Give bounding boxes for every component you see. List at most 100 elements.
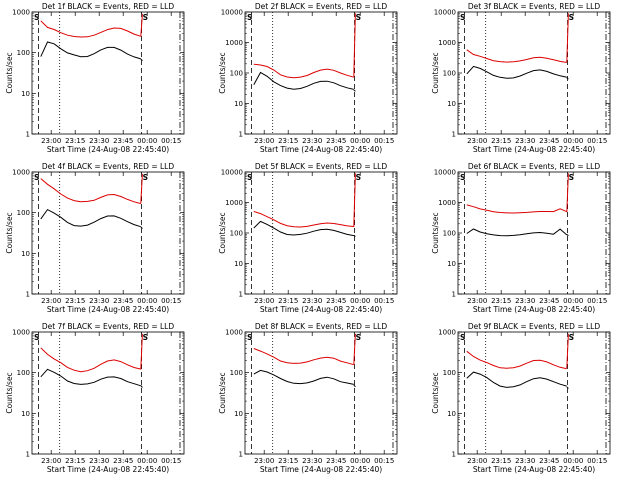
x-tick-label: 00:15 bbox=[587, 297, 607, 305]
saa-marker: S bbox=[143, 173, 148, 182]
x-tick-label: 23:30 bbox=[89, 137, 109, 145]
saa-marker: S bbox=[34, 333, 39, 342]
saa-marker: S bbox=[460, 173, 465, 182]
x-axis-label: Start Time (24-Aug-08 22:45:40) bbox=[260, 305, 382, 314]
y-axis-label: Counts/sec bbox=[218, 52, 227, 93]
y-axis-label: Counts/sec bbox=[218, 212, 227, 253]
series-lld-line bbox=[466, 350, 567, 370]
y-tick-label: 1000 bbox=[12, 9, 30, 17]
y-tick-label: 1 bbox=[452, 291, 456, 299]
y-tick-label: 100 bbox=[17, 209, 30, 217]
series-lld-line bbox=[253, 348, 354, 366]
y-tick-label: 1 bbox=[26, 131, 30, 139]
y-tick-label: 10000 bbox=[434, 9, 456, 17]
y-tick-label: 10 bbox=[21, 250, 30, 258]
x-tick-label: 00:15 bbox=[374, 137, 394, 145]
x-tick-label: 23:15 bbox=[278, 137, 298, 145]
series-events-rise bbox=[566, 77, 569, 80]
plot-frame bbox=[457, 331, 611, 455]
y-tick-label: 1000 bbox=[438, 39, 456, 47]
plot-frame bbox=[457, 11, 611, 135]
y-tick-label: 100 bbox=[230, 230, 243, 238]
chart-title: Det 1f BLACK = Events, RED = LLD bbox=[42, 2, 175, 11]
x-tick-label: 23:00 bbox=[467, 137, 487, 145]
series-events-line bbox=[466, 371, 567, 388]
series-lld-rise bbox=[353, 13, 356, 77]
x-tick-label: 23:30 bbox=[89, 457, 109, 465]
x-tick-label: 23:45 bbox=[326, 297, 346, 305]
x-tick-label: 00:00 bbox=[350, 297, 370, 305]
panel-det-3: Det 3f BLACK = Events, RED = LLD 1 10 100 10… bbox=[431, 2, 611, 154]
series-lld-line bbox=[466, 49, 567, 63]
plot-frame bbox=[244, 11, 398, 135]
x-tick-label: 23:00 bbox=[41, 137, 61, 145]
x-tick-label: 00:00 bbox=[350, 137, 370, 145]
y-axis-label: Counts/sec bbox=[218, 372, 227, 413]
x-tick-label: 23:30 bbox=[302, 297, 322, 305]
x-tick-label: 00:00 bbox=[137, 297, 157, 305]
x-tick-label: 23:15 bbox=[65, 297, 85, 305]
x-tick-label: 23:15 bbox=[278, 297, 298, 305]
series-events-line bbox=[253, 71, 354, 90]
saa-marker: S bbox=[356, 333, 361, 342]
x-tick-label: 23:30 bbox=[302, 457, 322, 465]
saa-marker: S bbox=[460, 13, 465, 22]
x-tick-label: 00:15 bbox=[374, 297, 394, 305]
x-tick-label: 23:30 bbox=[302, 137, 322, 145]
y-tick-label: 1 bbox=[452, 451, 456, 459]
saa-marker: S bbox=[460, 333, 465, 342]
y-tick-label: 10 bbox=[447, 100, 456, 108]
y-tick-label: 1 bbox=[239, 291, 243, 299]
y-tick-label: 10 bbox=[447, 260, 456, 268]
series-lld-line bbox=[40, 178, 141, 205]
x-tick-label: 23:45 bbox=[113, 137, 133, 145]
series-events-rise bbox=[140, 226, 143, 229]
y-tick-label: 100 bbox=[443, 230, 456, 238]
x-tick-label: 23:45 bbox=[539, 297, 559, 305]
x-tick-label: 23:15 bbox=[65, 457, 85, 465]
saa-marker: S bbox=[569, 173, 574, 182]
series-lld-line bbox=[40, 347, 141, 373]
saa-marker: S bbox=[247, 173, 252, 182]
saa-marker: S bbox=[569, 333, 574, 342]
x-tick-label: 00:00 bbox=[563, 137, 583, 145]
x-axis-label: Start Time (24-Aug-08 22:45:40) bbox=[260, 465, 382, 474]
x-tick-label: 00:00 bbox=[563, 457, 583, 465]
x-tick-label: 00:15 bbox=[587, 137, 607, 145]
chart-title: Det 8f BLACK = Events, RED = LLD bbox=[255, 322, 388, 331]
series-events-line bbox=[466, 65, 567, 79]
y-tick-label: 1000 bbox=[12, 329, 30, 337]
series-lld-line bbox=[40, 20, 141, 38]
saa-marker: S bbox=[356, 173, 361, 182]
series-events-rise bbox=[353, 384, 356, 388]
y-tick-label: 10 bbox=[234, 260, 243, 268]
panel-det-2: Det 2f BLACK = Events, RED = LLD 1 10 100 10… bbox=[218, 2, 398, 154]
series-events-rise bbox=[140, 385, 143, 388]
series-events-rise bbox=[353, 89, 356, 92]
y-axis-label: Counts/sec bbox=[431, 372, 440, 413]
y-tick-label: 1000 bbox=[225, 39, 243, 47]
y-tick-label: 1000 bbox=[225, 329, 243, 337]
y-tick-label: 1000 bbox=[438, 199, 456, 207]
saa-marker: S bbox=[356, 13, 361, 22]
saa-marker: S bbox=[143, 333, 148, 342]
x-tick-label: 23:30 bbox=[89, 297, 109, 305]
plot-frame bbox=[31, 331, 185, 455]
y-axis-label: Counts/sec bbox=[5, 212, 14, 253]
chart-title: Det 9f BLACK = Events, RED = LLD bbox=[468, 322, 601, 331]
y-tick-label: 1000 bbox=[225, 199, 243, 207]
y-tick-label: 100 bbox=[17, 49, 30, 57]
panel-det-6: Det 6f BLACK = Events, RED = LLD 1 10 100 10… bbox=[431, 162, 611, 314]
series-events-line bbox=[253, 220, 354, 237]
x-axis-label: Start Time (24-Aug-08 22:45:40) bbox=[47, 465, 169, 474]
series-lld-rise bbox=[566, 13, 569, 63]
x-tick-label: 23:15 bbox=[65, 137, 85, 145]
y-axis-label: Counts/sec bbox=[5, 52, 14, 93]
series-lld-rise bbox=[140, 13, 143, 37]
y-tick-label: 10000 bbox=[221, 169, 243, 177]
x-tick-label: 23:15 bbox=[491, 297, 511, 305]
plot-frame bbox=[31, 11, 185, 135]
chart-title: Det 4f BLACK = Events, RED = LLD bbox=[42, 162, 175, 171]
x-tick-label: 23:00 bbox=[254, 457, 274, 465]
x-tick-label: 23:15 bbox=[491, 457, 511, 465]
